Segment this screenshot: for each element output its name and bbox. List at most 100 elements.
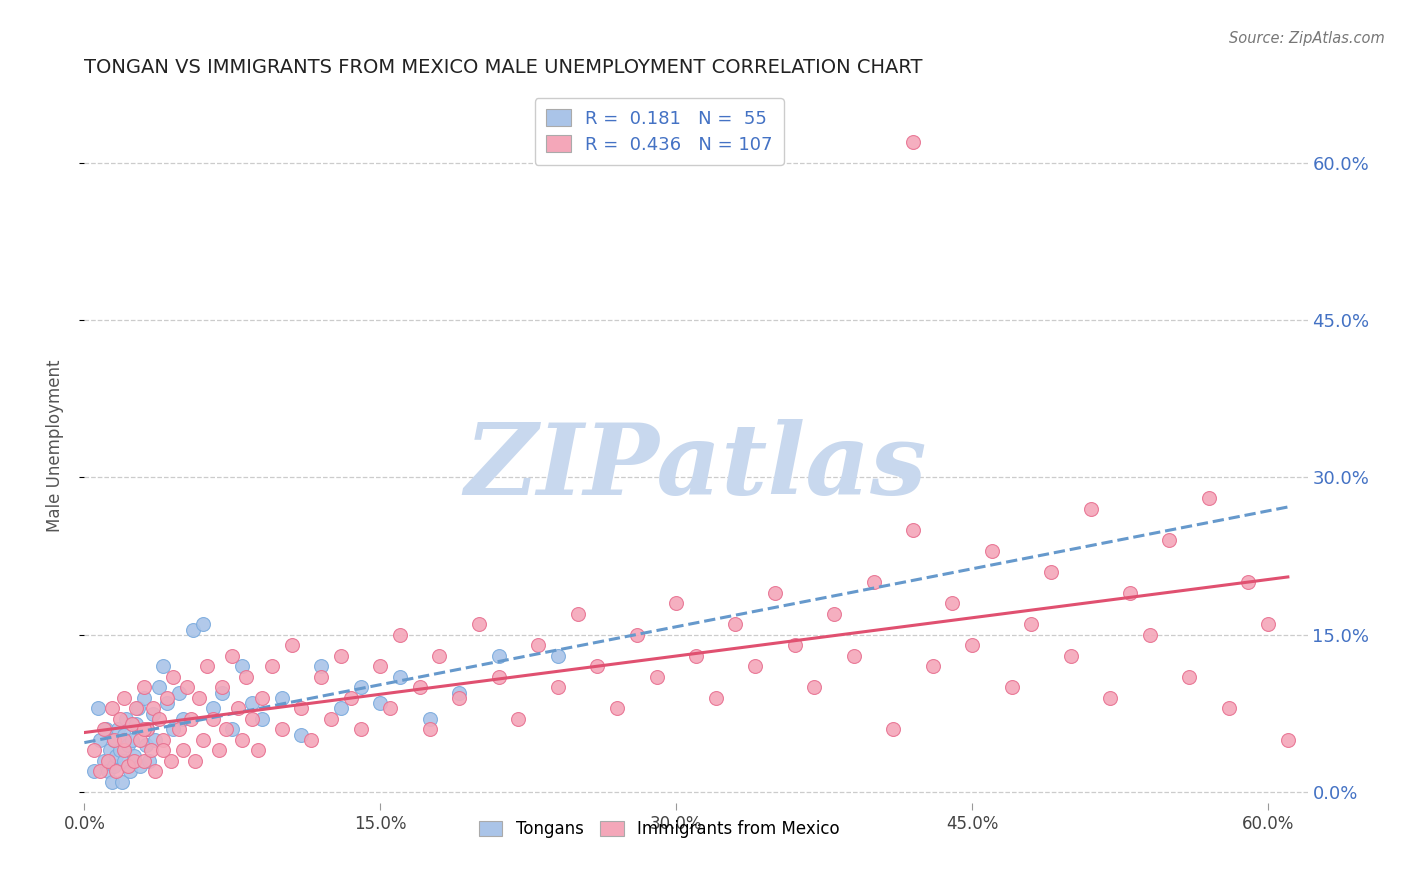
Point — [191, 732, 214, 747]
Point — [290, 728, 312, 742]
Point — [124, 717, 146, 731]
Point — [112, 743, 135, 757]
Point — [89, 732, 111, 747]
Point — [901, 523, 924, 537]
Point — [83, 743, 105, 757]
Point — [1021, 617, 1043, 632]
Point — [142, 701, 165, 715]
Point — [103, 732, 125, 747]
Point — [132, 723, 155, 737]
Point — [419, 712, 441, 726]
Point — [141, 743, 163, 757]
Point — [221, 648, 243, 663]
Point — [135, 738, 157, 752]
Point — [685, 648, 707, 663]
Point — [136, 723, 159, 737]
Point — [488, 670, 510, 684]
Point — [104, 764, 127, 779]
Point — [842, 648, 865, 663]
Point — [132, 754, 155, 768]
Point — [87, 701, 110, 715]
Point — [122, 748, 145, 763]
Point — [389, 628, 412, 642]
Point — [449, 690, 471, 705]
Point — [152, 743, 174, 757]
Point — [329, 701, 352, 715]
Point — [339, 690, 361, 705]
Point — [207, 743, 229, 757]
Point — [290, 701, 312, 715]
Text: TONGAN VS IMMIGRANTS FROM MEXICO MALE UNEMPLOYMENT CORRELATION CHART: TONGAN VS IMMIGRANTS FROM MEXICO MALE UN… — [84, 57, 922, 77]
Point — [368, 696, 391, 710]
Point — [184, 754, 207, 768]
Point — [389, 670, 412, 684]
Point — [181, 623, 204, 637]
Text: ZIPatlas: ZIPatlas — [465, 419, 927, 516]
Point — [235, 670, 257, 684]
Point — [260, 659, 283, 673]
Point — [280, 639, 302, 653]
Point — [724, 617, 747, 632]
Point — [349, 681, 371, 695]
Point — [586, 659, 609, 673]
Point — [309, 659, 332, 673]
Point — [142, 706, 165, 721]
Point — [172, 712, 194, 726]
Point — [117, 738, 139, 752]
Point — [665, 596, 688, 610]
Point — [547, 681, 569, 695]
Point — [98, 743, 121, 757]
Point — [112, 732, 135, 747]
Point — [941, 596, 963, 610]
Point — [1139, 628, 1161, 642]
Point — [449, 685, 471, 699]
Point — [1001, 681, 1024, 695]
Point — [1237, 575, 1260, 590]
Point — [231, 732, 253, 747]
Point — [645, 670, 668, 684]
Point — [103, 732, 125, 747]
Point — [117, 759, 139, 773]
Point — [103, 759, 125, 773]
Point — [567, 607, 589, 621]
Point — [882, 723, 904, 737]
Point — [176, 681, 198, 695]
Point — [921, 659, 943, 673]
Point — [93, 754, 115, 768]
Point — [93, 723, 115, 737]
Point — [211, 681, 233, 695]
Point — [160, 754, 183, 768]
Y-axis label: Male Unemployment: Male Unemployment — [45, 359, 63, 533]
Point — [1218, 701, 1240, 715]
Point — [132, 681, 155, 695]
Point — [148, 712, 170, 726]
Point — [240, 712, 263, 726]
Point — [246, 743, 269, 757]
Point — [547, 648, 569, 663]
Point — [240, 696, 263, 710]
Point — [167, 723, 190, 737]
Point — [191, 617, 214, 632]
Point — [527, 639, 550, 653]
Point — [138, 754, 160, 768]
Point — [488, 648, 510, 663]
Point — [1257, 617, 1279, 632]
Text: Source: ZipAtlas.com: Source: ZipAtlas.com — [1229, 31, 1385, 46]
Point — [211, 685, 233, 699]
Point — [180, 712, 202, 726]
Point — [152, 659, 174, 673]
Point — [162, 723, 184, 737]
Point — [111, 774, 134, 789]
Point — [145, 732, 167, 747]
Point — [1060, 648, 1083, 663]
Point — [1119, 586, 1142, 600]
Point — [127, 701, 149, 715]
Point — [1178, 670, 1201, 684]
Point — [626, 628, 648, 642]
Point — [215, 723, 238, 737]
Point — [1159, 533, 1181, 548]
Point — [112, 728, 135, 742]
Point — [118, 764, 141, 779]
Point — [145, 764, 167, 779]
Point — [409, 681, 432, 695]
